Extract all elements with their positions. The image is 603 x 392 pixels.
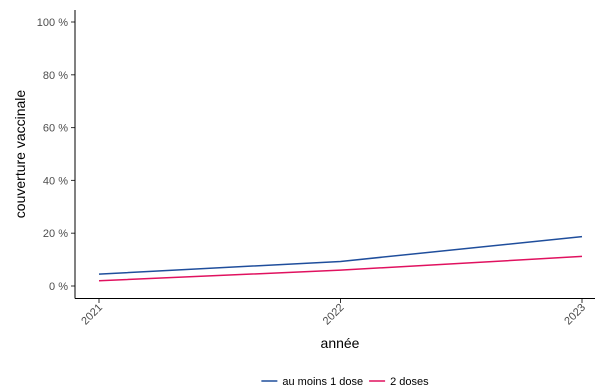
y-tick-label: 100 %: [37, 17, 68, 29]
series-lines: [98, 235, 583, 282]
y-axis-title: couverture vaccinale: [12, 90, 28, 219]
y-axis-ticks: 0 % 20 % 40 % 60 % 80 % 100 %: [37, 17, 75, 293]
y-tick-label: 40 %: [43, 175, 68, 187]
x-axis-ticks: 2021 2022 2023: [79, 298, 588, 328]
series-line-1: [98, 255, 583, 282]
series-line-0: [98, 235, 583, 275]
y-tick-label: 80 %: [43, 70, 68, 82]
x-tick-label: 2021: [79, 302, 105, 328]
y-tick-label: 20 %: [43, 228, 68, 240]
y-tick-label: 0 %: [49, 281, 68, 293]
legend-item: 2 doses: [369, 376, 429, 388]
y-tick-label: 60 %: [43, 123, 68, 135]
legend-label: 2 doses: [390, 376, 429, 388]
legend-item: au moins 1 dose: [261, 376, 363, 388]
legend: au moins 1 dose 2 doses: [261, 376, 429, 388]
legend-label: au moins 1 dose: [282, 376, 363, 388]
x-tick-label: 2022: [321, 302, 347, 328]
x-axis-title: année: [321, 335, 360, 351]
x-tick-label: 2023: [562, 302, 588, 328]
